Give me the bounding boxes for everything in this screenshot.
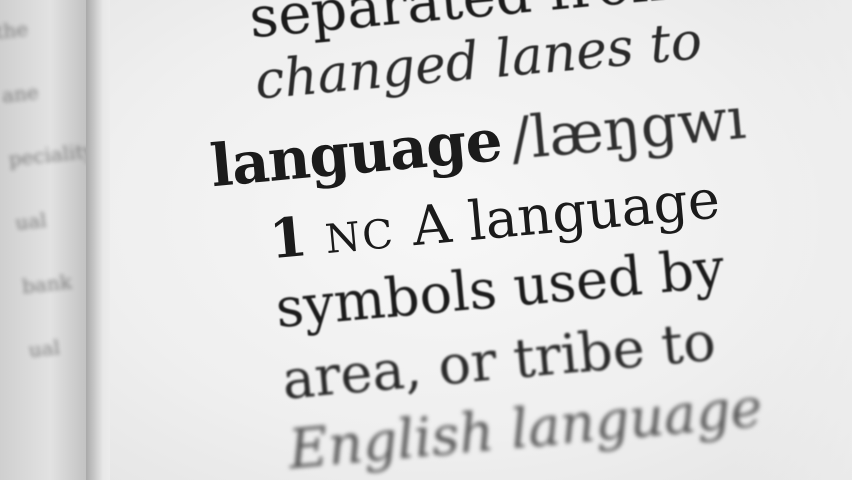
left-page: the ane peciality ual bank ual <box>0 0 96 480</box>
sense-number: 1 <box>266 204 310 272</box>
grammar-label: NC <box>323 211 397 264</box>
right-page <box>110 0 852 480</box>
headword: language <box>207 106 505 201</box>
pronunciation: /læŋgwı <box>507 83 749 173</box>
